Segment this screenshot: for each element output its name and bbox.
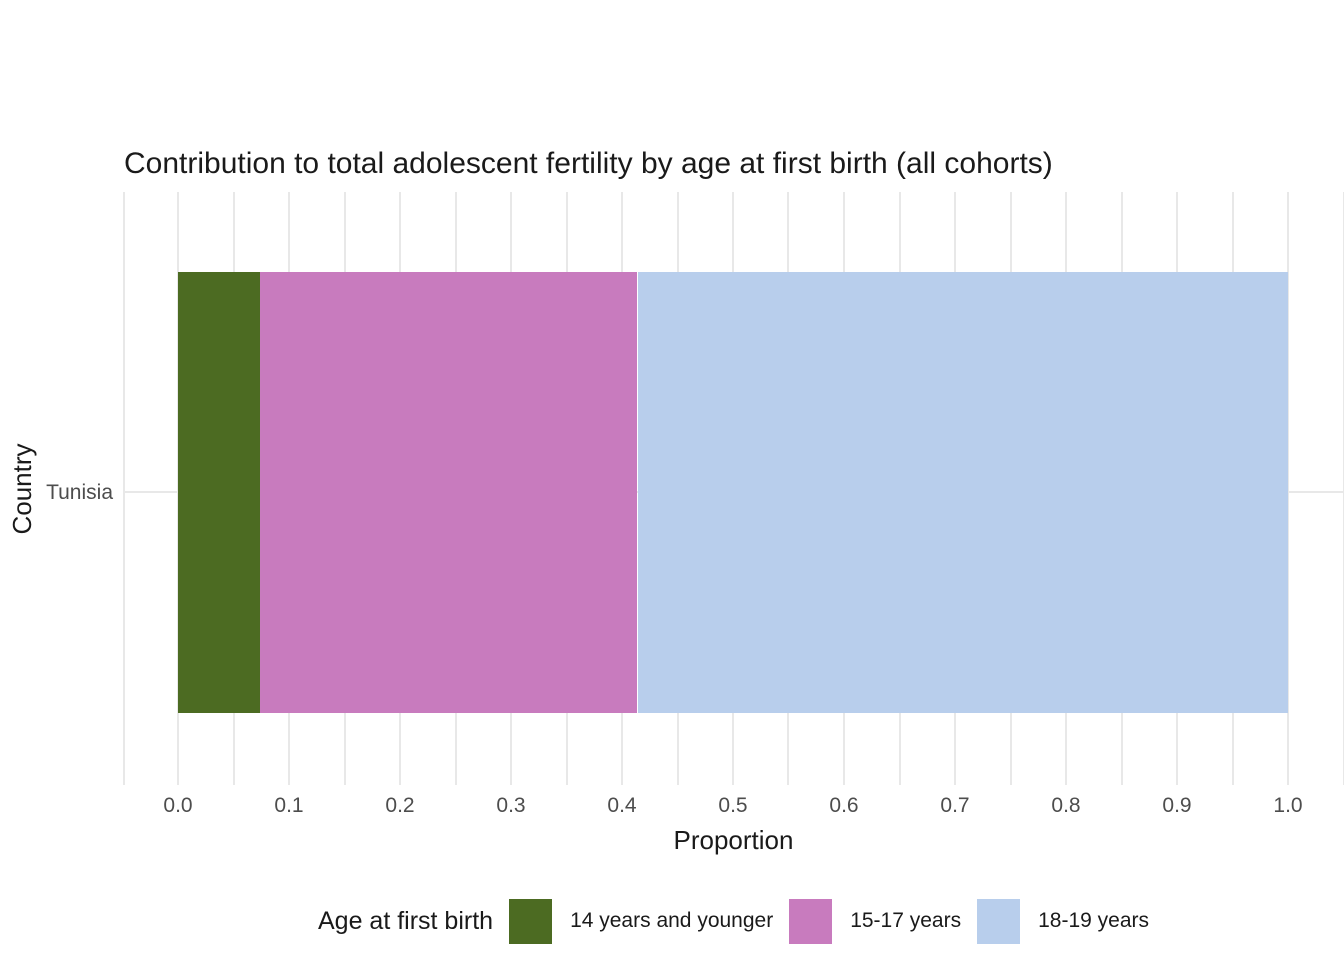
gridline-vertical [123,192,125,785]
legend-item: 18-19 years [977,898,1150,944]
legend-label: 18-19 years [1038,909,1150,932]
bar-segment-14-years-and-younger [178,272,260,713]
bar-segment-18-19-years [638,272,1288,713]
y-tick-label-tunisia: Tunisia [46,481,113,504]
x-tick-label: 0.2 [385,794,415,817]
x-tick-label: 0.4 [607,794,637,817]
x-axis-tick-labels: 0.0 0.1 0.2 0.3 0.4 0.5 0.6 0.7 0.8 0.9 1.0 [123,794,1344,818]
x-tick-label: 0.6 [829,794,859,817]
legend-label: 14 years and younger [570,909,774,932]
x-tick-label: 0.0 [163,794,193,817]
x-tick-label: 0.3 [496,794,526,817]
chart-title: Contribution to total adolescent fertili… [124,147,1053,180]
legend-swatch [509,898,553,944]
x-axis-title: Proportion [673,825,794,855]
plot-panel [123,192,1344,785]
x-tick-label: 0.1 [274,794,304,817]
legend-label: 15-17 years [850,909,962,932]
legend-item: 15-17 years [789,898,962,944]
legend: Age at first birth 14 years and younger 1… [123,893,1344,949]
x-tick-label: 0.9 [1162,794,1192,817]
gridline-vertical [1287,192,1289,785]
x-tick-label: 0.5 [718,794,748,817]
legend-swatch [977,898,1021,944]
x-tick-label: 0.8 [1051,794,1081,817]
legend-title: Age at first birth [317,906,494,935]
bar-segment-15-17-years [260,272,637,713]
x-tick-label: 1.0 [1273,794,1303,817]
legend-swatch [789,898,833,944]
x-tick-label: 0.7 [940,794,970,817]
legend-item: 14 years and younger [509,898,774,944]
